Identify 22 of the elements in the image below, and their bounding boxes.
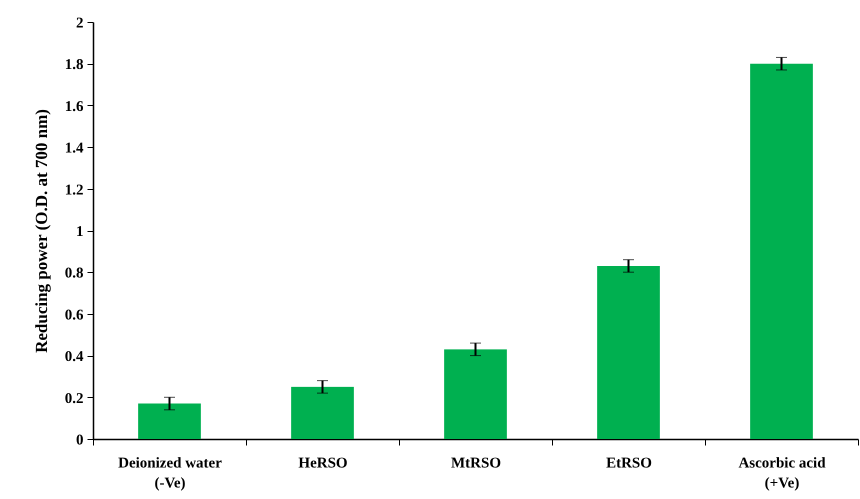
y-tick-label: 1.6	[64, 98, 84, 115]
y-tick-label: 0.8	[64, 266, 84, 282]
bar	[291, 386, 354, 439]
bar	[138, 404, 201, 439]
bar	[597, 266, 660, 439]
x-tick-label: MtRSO	[451, 456, 501, 472]
y-tick-label: 2	[76, 16, 84, 32]
y-tick-label: 0.4	[64, 349, 84, 366]
y-tick-label: 0.2	[64, 390, 84, 407]
y-tick-label: 0.6	[64, 307, 84, 324]
x-tick-label: Deionized water (-Ve)	[118, 456, 222, 492]
y-tick-label: 1.8	[64, 57, 84, 74]
x-tick-label: EtRSO	[606, 456, 652, 472]
y-tick-label: 1.2	[64, 182, 84, 198]
x-tick-label: HeRSO	[298, 456, 348, 472]
x-tick-label: Ascorbic acid (+Ve)	[738, 456, 826, 492]
y-tick-label: 1	[76, 224, 84, 240]
y-axis-title: Reducing power (O.D. at 700 nm)	[32, 109, 51, 353]
bar	[444, 349, 507, 439]
bar	[750, 64, 813, 439]
y-tick-label: 0	[76, 432, 84, 448]
y-tick-label: 1.4	[64, 140, 84, 157]
